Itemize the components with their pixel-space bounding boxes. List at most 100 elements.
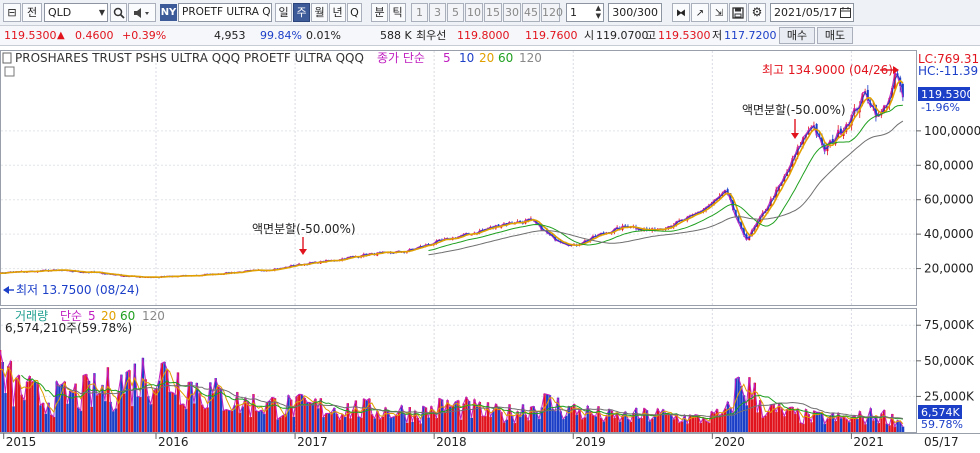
symbol-input[interactable]: QLD ▼ bbox=[44, 3, 108, 22]
interval-input[interactable]: 1 ▲ ▼ bbox=[566, 3, 604, 22]
config-button[interactable]: ⚙ bbox=[748, 3, 766, 22]
volume-bar bbox=[281, 415, 285, 432]
volume-bar bbox=[292, 416, 296, 432]
volume-bar bbox=[149, 404, 153, 432]
volume-bar bbox=[740, 386, 743, 432]
minute-button-15[interactable]: 15 bbox=[484, 3, 502, 22]
volume-bar bbox=[759, 400, 762, 432]
volume-bar bbox=[699, 422, 703, 432]
period-button-1[interactable]: 주 bbox=[293, 3, 310, 22]
candle-body bbox=[869, 102, 872, 107]
volume-bar bbox=[715, 409, 719, 432]
minute-button-3[interactable]: 3 bbox=[429, 3, 446, 22]
volume-bar bbox=[872, 420, 875, 432]
volume-bar bbox=[440, 399, 444, 432]
sound-button[interactable] bbox=[128, 3, 156, 22]
scale-icon: ⇲ bbox=[714, 8, 724, 19]
volume-bar bbox=[392, 416, 395, 432]
volume-bar bbox=[718, 415, 721, 432]
volume-bar bbox=[203, 408, 207, 432]
minute-button-30[interactable]: 30 bbox=[503, 3, 521, 22]
period-button-0[interactable]: 일 bbox=[275, 3, 292, 22]
volume-bar bbox=[769, 404, 773, 432]
volume-bar bbox=[190, 381, 193, 432]
ask-price: 119.7600 bbox=[525, 29, 578, 42]
volume-ma-line-20 bbox=[0, 366, 904, 425]
hc-label: HC:-11.39 bbox=[918, 64, 978, 78]
count-input[interactable]: 300/300 bbox=[608, 3, 662, 22]
volume-bar bbox=[459, 419, 463, 432]
chart-settings-button[interactable]: ⊟ bbox=[3, 3, 21, 22]
period-button-4[interactable]: Q bbox=[347, 3, 362, 22]
volume-bar bbox=[192, 403, 196, 432]
volume-bar bbox=[605, 416, 608, 432]
volume-bar bbox=[864, 424, 867, 432]
volume-bar bbox=[360, 417, 363, 432]
volume-bar bbox=[112, 411, 115, 432]
checkbox-icon[interactable] bbox=[4, 66, 15, 77]
volume-ma-line-120 bbox=[56, 384, 903, 419]
compare-button[interactable]: ⧓ bbox=[672, 3, 690, 22]
chart-area[interactable]: 2015 2016 2017 2018 2019 2020 2021 05/17 100,000… bbox=[0, 47, 980, 453]
volume-bar bbox=[815, 412, 819, 432]
volume-bar bbox=[314, 398, 317, 432]
minute-button-120[interactable]: 120 bbox=[541, 3, 563, 22]
volume-bar bbox=[564, 415, 568, 432]
period-button-2[interactable]: 월 bbox=[311, 3, 328, 22]
volume-bar bbox=[589, 411, 592, 432]
save-button[interactable] bbox=[729, 3, 747, 22]
volume-bar bbox=[206, 407, 209, 432]
volume-bar bbox=[244, 397, 247, 432]
minute-button-1[interactable]: 1 bbox=[411, 3, 428, 22]
volume-bar bbox=[343, 416, 347, 432]
volume-bar bbox=[529, 406, 533, 432]
volume-bar bbox=[707, 422, 711, 432]
volume-bar bbox=[661, 409, 665, 432]
security-name-field[interactable]: PROETF ULTRA QQQ bbox=[178, 3, 272, 22]
search-button[interactable] bbox=[110, 3, 127, 22]
volume-bar bbox=[254, 410, 258, 432]
volume-bar bbox=[238, 412, 242, 432]
ma-line-60 bbox=[428, 104, 903, 251]
volume-bar bbox=[395, 415, 398, 432]
date-input[interactable]: 2021/05/17 bbox=[770, 3, 854, 22]
minute-button-45[interactable]: 45 bbox=[522, 3, 540, 22]
volume-legend-label: 거래량 bbox=[15, 309, 48, 323]
settings-icon: ⊟ bbox=[7, 6, 17, 19]
buy-button[interactable]: 매수 bbox=[779, 27, 815, 44]
sell-button[interactable]: 매도 bbox=[817, 27, 853, 44]
market-mode-button[interactable]: 전 bbox=[22, 3, 42, 22]
lc-label: LC:769.31 bbox=[918, 52, 979, 66]
volume-bar bbox=[33, 381, 37, 432]
volume-bar bbox=[643, 408, 646, 432]
period-button-6[interactable]: 틱 bbox=[389, 3, 406, 22]
high-label: 고 bbox=[646, 29, 657, 42]
minute-button-5[interactable]: 5 bbox=[447, 3, 464, 22]
volume-bar bbox=[856, 419, 859, 432]
volume-bar bbox=[826, 418, 829, 432]
volume-bar bbox=[651, 418, 654, 432]
volume-bar bbox=[680, 421, 684, 432]
scale-button[interactable]: ⇲ bbox=[710, 3, 728, 22]
volume-bar bbox=[87, 380, 91, 432]
draw-line-button[interactable]: ↗ bbox=[691, 3, 709, 22]
volume-bar bbox=[508, 404, 511, 432]
volume-bar bbox=[635, 408, 638, 432]
x-end-label: 05/17 bbox=[924, 435, 959, 449]
low-price: 117.7200 bbox=[724, 29, 777, 42]
volume-bar bbox=[853, 415, 856, 432]
period-button-3[interactable]: 년 bbox=[329, 3, 346, 22]
volume-bar bbox=[562, 418, 565, 432]
current-price-label: 119.5300 bbox=[921, 88, 974, 101]
volume-bar bbox=[885, 423, 889, 432]
volume-bar bbox=[527, 420, 530, 432]
volume-bar bbox=[351, 409, 355, 432]
volume-bar bbox=[52, 416, 56, 432]
panel-handle-icon[interactable] bbox=[2, 52, 12, 64]
period-button-5[interactable]: 분 bbox=[371, 3, 388, 22]
minute-button-10[interactable]: 10 bbox=[465, 3, 483, 22]
price-panel[interactable] bbox=[0, 50, 917, 306]
volume-bar bbox=[381, 416, 385, 432]
candle-body bbox=[839, 128, 842, 135]
volume-bar bbox=[408, 407, 411, 432]
